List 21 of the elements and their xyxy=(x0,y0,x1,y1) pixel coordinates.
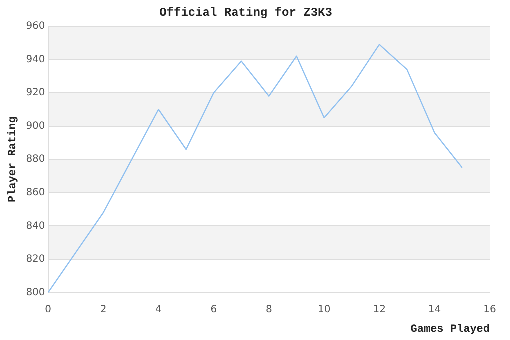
x-tick-label: 6 xyxy=(210,304,218,316)
x-tick-label: 0 xyxy=(45,304,52,316)
x-tick-label: 12 xyxy=(373,304,386,316)
y-axis-title: Player Rating xyxy=(7,116,20,203)
y-tick-label: 880 xyxy=(26,154,46,166)
x-tick-label: 8 xyxy=(266,304,272,316)
y-tick-label: 900 xyxy=(26,120,46,132)
y-tick-label: 840 xyxy=(26,220,46,232)
x-tick-label: 2 xyxy=(100,304,107,316)
y-tick-label: 860 xyxy=(26,187,46,198)
chart-title: Official Rating for Z3K3 xyxy=(160,6,332,20)
y-tick-label: 940 xyxy=(26,54,46,66)
x-tick-label: 16 xyxy=(484,304,496,316)
x-tick-label: 10 xyxy=(318,304,331,316)
x-tick-label: 4 xyxy=(156,304,162,316)
y-tick-label: 960 xyxy=(26,20,46,32)
y-tick-label: 800 xyxy=(26,287,46,298)
y-tick-label: 920 xyxy=(26,88,46,99)
x-axis-title: Games Played xyxy=(410,324,490,336)
y-tick-label: 820 xyxy=(26,254,46,266)
x-tick-label: 14 xyxy=(428,304,442,316)
